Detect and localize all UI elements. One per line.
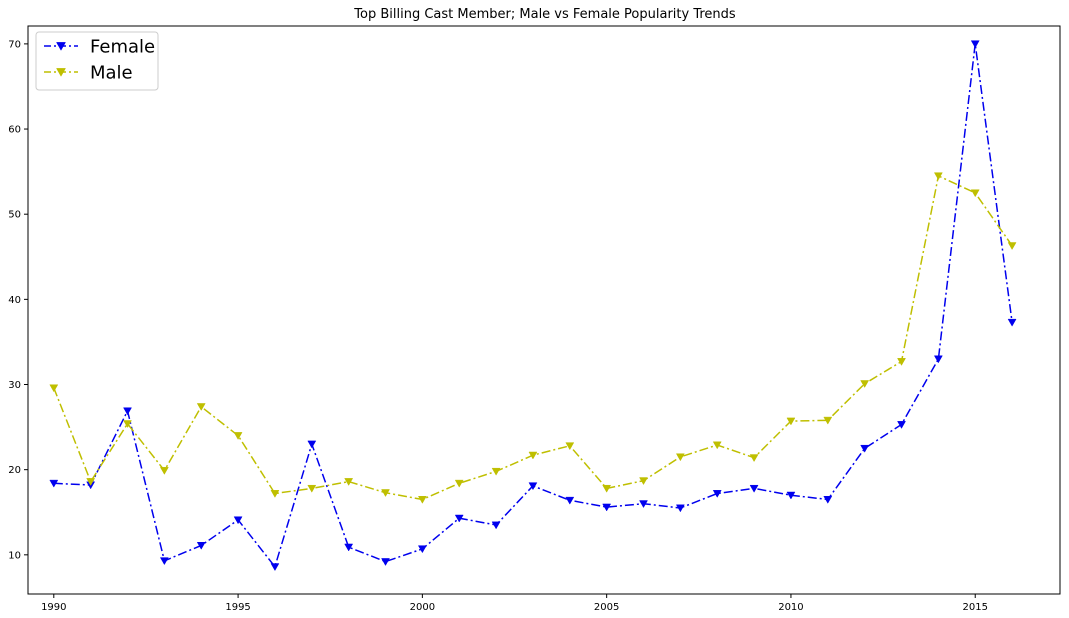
series-female [49, 40, 1017, 572]
data-point-male [933, 172, 943, 181]
data-point-male [639, 477, 648, 486]
data-point-female [49, 479, 59, 488]
data-point-male [897, 358, 906, 366]
data-point-female [897, 421, 906, 429]
data-point-female [233, 516, 243, 525]
plot-frame [27, 25, 1061, 595]
data-point-male [381, 489, 390, 497]
x-tick-label: 2005 [594, 602, 619, 613]
legend-swatch-marker [56, 68, 66, 77]
data-point-male [159, 467, 169, 475]
data-point-female [344, 543, 354, 552]
x-tick-label: 1995 [225, 602, 250, 613]
data-point-female [786, 491, 796, 500]
data-point-male [675, 453, 685, 462]
data-point-male [749, 454, 759, 463]
data-point-female [675, 504, 685, 513]
data-point-male [270, 490, 280, 498]
data-point-female [528, 482, 538, 491]
data-point-male [970, 189, 980, 198]
legend-entry-female: Female [44, 37, 155, 58]
data-point-female [860, 444, 870, 453]
data-point-male [1007, 242, 1017, 251]
data-point-male [786, 417, 796, 426]
x-tick-label: 2015 [963, 602, 988, 613]
y-tick-label: 60 [8, 125, 21, 136]
data-point-female [196, 542, 206, 550]
data-point-male [307, 484, 317, 493]
data-point-female [712, 490, 722, 498]
data-point-female [749, 484, 759, 493]
data-point-female [159, 557, 169, 566]
data-point-male [233, 432, 243, 440]
data-point-female [270, 563, 280, 572]
data-point-male [196, 403, 206, 411]
data-point-female [602, 503, 612, 512]
data-point-male [86, 478, 96, 486]
data-point-female [933, 355, 943, 364]
legend-entry-male: Male [44, 63, 133, 84]
data-point-male [602, 484, 612, 493]
y-tick-label: 20 [8, 465, 21, 476]
series-line-male [53, 174, 1013, 501]
data-point-female [454, 514, 464, 523]
y-tick-label: 10 [8, 550, 21, 561]
data-point-female [491, 521, 501, 530]
data-point-female [823, 496, 833, 504]
x-tick-label: 1990 [41, 602, 66, 613]
y-tick-label: 70 [8, 39, 21, 50]
data-point-male [860, 380, 870, 388]
x-tick-label: 2010 [778, 602, 803, 613]
y-tick-label: 30 [8, 380, 21, 391]
y-tick-label: 50 [8, 210, 21, 221]
data-point-female [1007, 318, 1017, 327]
data-point-male [123, 420, 132, 428]
data-point-male [712, 441, 722, 450]
data-point-female [381, 558, 390, 566]
legend-swatch-marker [56, 42, 66, 51]
data-point-male [417, 496, 427, 504]
data-point-male [454, 479, 464, 488]
data-point-female [639, 500, 648, 509]
x-tick-label: 2000 [410, 602, 435, 613]
data-point-male [528, 451, 538, 460]
data-point-female [565, 496, 575, 505]
data-point-male [49, 384, 59, 393]
data-point-male [491, 467, 501, 476]
data-point-male [344, 478, 354, 486]
data-point-female [970, 40, 980, 49]
legend-label: Male [90, 63, 133, 84]
y-tick-label: 40 [8, 295, 21, 306]
legend-label: Female [90, 37, 155, 58]
data-point-female [417, 545, 427, 554]
data-point-female [123, 407, 132, 416]
data-point-female [307, 440, 317, 449]
chart-title: Top Billing Cast Member; Male vs Female … [353, 7, 736, 22]
data-point-male [823, 416, 833, 425]
data-point-male [565, 442, 575, 451]
series-male [49, 172, 1017, 504]
legend-box [35, 31, 159, 91]
